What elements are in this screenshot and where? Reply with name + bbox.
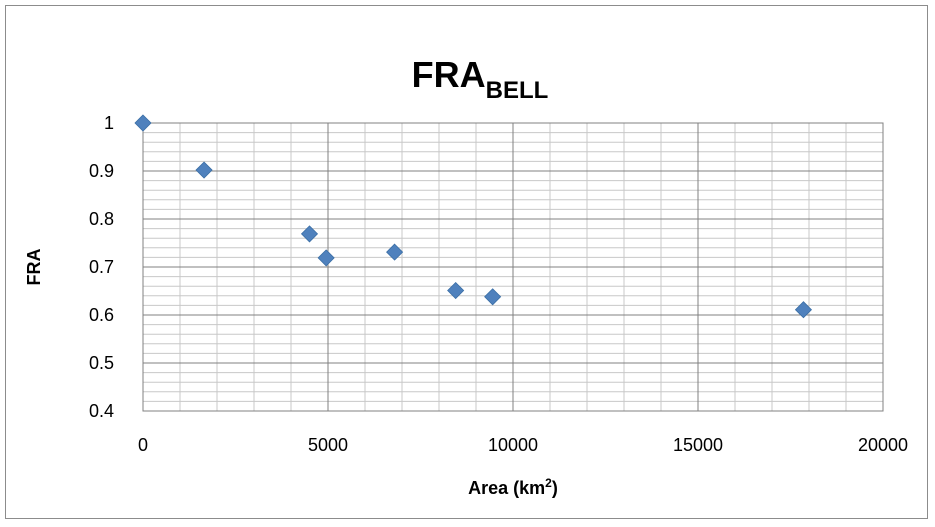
x-tick-label: 15000 [673,435,723,455]
y-tick-label: 0.6 [89,305,114,325]
x-axis-title-superscript: 2 [545,476,552,490]
y-axis-title: FRA [24,249,44,286]
y-tick-label: 0.9 [89,161,114,181]
tick-labels: 0 5000 10000 15000 20000 0.4 0.5 0.6 0.7 0.8 0.9 1 [89,113,908,455]
chart-area [5,5,928,519]
data-point [794,301,813,319]
data-point [317,249,335,267]
y-tick-label: 0.5 [89,353,114,373]
data-points [134,114,813,319]
chart-title: FRABELL [412,54,549,104]
y-tick-label: 0.4 [89,401,114,421]
x-tick-label: 5000 [308,435,348,455]
y-tick-label: 0.7 [89,257,114,277]
x-tick-label: 0 [138,435,148,455]
data-point [386,243,404,261]
data-point [195,161,213,179]
y-tick-label: 1 [104,113,114,133]
grid [142,122,884,412]
x-tick-label: 10000 [488,435,538,455]
plot-area [142,122,884,412]
x-tick-label: 20000 [858,435,908,455]
y-tick-label: 0.8 [89,209,114,229]
data-point [134,114,152,132]
data-point [300,225,319,243]
data-point [484,288,502,306]
x-axis-title: Area (km2) [468,476,558,498]
data-point [447,281,465,300]
chart-title-subscript: BELL [486,77,549,104]
